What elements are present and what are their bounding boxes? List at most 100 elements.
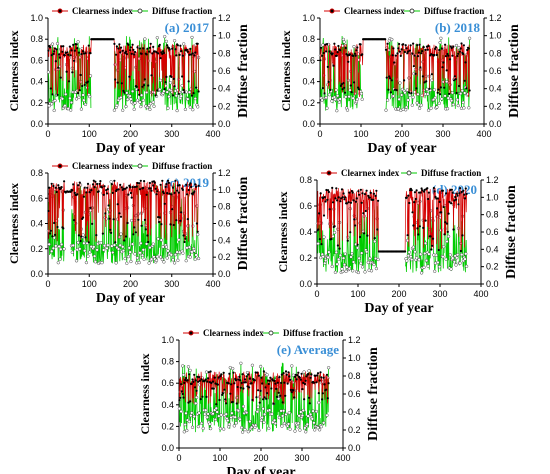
diffuse-fraction-point (187, 419, 191, 424)
diffuse-fraction-point (155, 36, 159, 40)
y-left-tick-label: 0.6 (299, 201, 312, 211)
x-tick-label: 300 (435, 129, 450, 139)
clearness-index-point (289, 388, 292, 391)
diffuse-fraction-point (148, 107, 152, 112)
clearness-index-point (284, 394, 287, 397)
clearness-index-point (77, 234, 80, 237)
diffuse-fraction-point (141, 98, 145, 102)
y-left-axis-title: Clearness index (138, 354, 152, 435)
clearness-index-point (405, 47, 408, 50)
diffuse-fraction-point (445, 79, 449, 84)
y-left-tick-label: 0.4 (30, 219, 43, 229)
clearness-index-point (246, 385, 249, 388)
diffuse-fraction-point (86, 254, 90, 258)
clearness-index-point (57, 66, 60, 69)
clearness-index-point (52, 52, 55, 56)
diffuse-fraction-point (436, 260, 440, 265)
diffuse-fraction-point (323, 258, 328, 263)
legend-clearness-marker (329, 8, 335, 14)
diffuse-fraction-point (192, 414, 196, 419)
clearness-index-point (60, 45, 63, 48)
diffuse-fraction-point (166, 249, 170, 253)
clearness-index-point (48, 186, 51, 189)
diffuse-fraction-point (95, 248, 99, 252)
diffuse-fraction-point (211, 412, 215, 416)
diffuse-fraction-point (139, 93, 144, 97)
legend-diffuse-marker (137, 163, 143, 169)
clearness-index-point (193, 373, 196, 376)
clearness-index-point (230, 383, 233, 386)
diffuse-fraction-point (63, 104, 67, 108)
clearness-index-point (438, 48, 441, 52)
clearness-index-point (71, 71, 74, 74)
clearness-index-point (352, 81, 356, 84)
diffuse-fraction-point (437, 265, 442, 269)
clearness-index-point (116, 203, 119, 206)
clearness-index-point (343, 91, 347, 94)
diffuse-fraction-point (115, 103, 119, 108)
diffuse-fraction-point (128, 250, 132, 254)
clearness-index-point (172, 77, 175, 80)
clearness-index-point (445, 222, 449, 225)
diffuse-fraction-point (51, 246, 56, 250)
clearness-index-point (223, 388, 226, 391)
diffuse-fraction-point (177, 238, 181, 242)
clearness-index-point (182, 234, 185, 237)
clearness-index-point (72, 59, 76, 62)
clearness-index-point (321, 87, 324, 90)
clearness-index-point (97, 190, 100, 193)
diffuse-fraction-point (287, 411, 291, 415)
clearness-index-point (161, 52, 164, 56)
clearness-index-point (451, 54, 454, 57)
diffuse-fraction-point (167, 94, 171, 99)
diffuse-fraction-point (440, 97, 444, 101)
y-left-tick-label: 0.6 (161, 378, 174, 388)
y-right-tick-label: 1.0 (348, 353, 361, 363)
clearness-index-point (208, 381, 211, 384)
clearness-index-point (253, 379, 256, 382)
y-left-tick-label: 0.8 (30, 168, 43, 178)
y-left-tick-label: 0.4 (302, 77, 315, 87)
diffuse-fraction-point (127, 246, 131, 250)
diffuse-fraction-point (335, 109, 339, 113)
clearness-index-point (197, 380, 200, 383)
x-axis-title: Day of year (96, 141, 165, 156)
clearness-index-point (384, 38, 387, 41)
clearness-index-point (322, 51, 325, 55)
clearness-index-point (359, 43, 362, 46)
diffuse-fraction-point (197, 411, 201, 415)
diffuse-fraction-point (260, 415, 264, 420)
diffuse-fraction-point (449, 98, 454, 103)
clearness-index-point (89, 52, 92, 55)
x-tick-label: 100 (350, 289, 365, 299)
diffuse-fraction-point (451, 102, 455, 107)
diffuse-fraction-point (445, 239, 449, 244)
chart-panel: 0 100 200 300 4000.00.20.40.60.81.00.00.20.4… (279, 6, 522, 156)
x-tick-label: 300 (294, 453, 309, 463)
clearness-index-point (54, 186, 57, 189)
clearness-index-point (133, 185, 137, 189)
clearness-index-point (83, 186, 86, 189)
clearness-index-point (155, 51, 158, 54)
clearness-index-point (195, 389, 198, 392)
clearness-index-point (386, 42, 389, 45)
clearness-index-point (235, 402, 238, 405)
clearness-index-point (148, 50, 151, 53)
x-tick-label: 0 (317, 129, 322, 139)
clearness-index-point (390, 79, 393, 82)
y-right-tick-label: 0.4 (348, 407, 361, 417)
clearness-index-point (455, 192, 458, 195)
clearness-index-point (130, 52, 133, 55)
clearness-index-point (441, 189, 444, 192)
clearness-index-point (416, 55, 420, 58)
clearness-index-point (148, 46, 151, 49)
clearness-index-point (176, 44, 179, 47)
clearness-index-point (180, 211, 183, 214)
x-tick-label: 400 (476, 129, 491, 139)
clearness-index-point (51, 93, 54, 96)
diffuse-fraction-point (186, 365, 191, 369)
y-left-tick-label: 1.0 (302, 13, 315, 23)
clearness-index-point (167, 181, 170, 184)
clearness-index-point (126, 221, 129, 225)
clearness-index-point (168, 48, 171, 51)
